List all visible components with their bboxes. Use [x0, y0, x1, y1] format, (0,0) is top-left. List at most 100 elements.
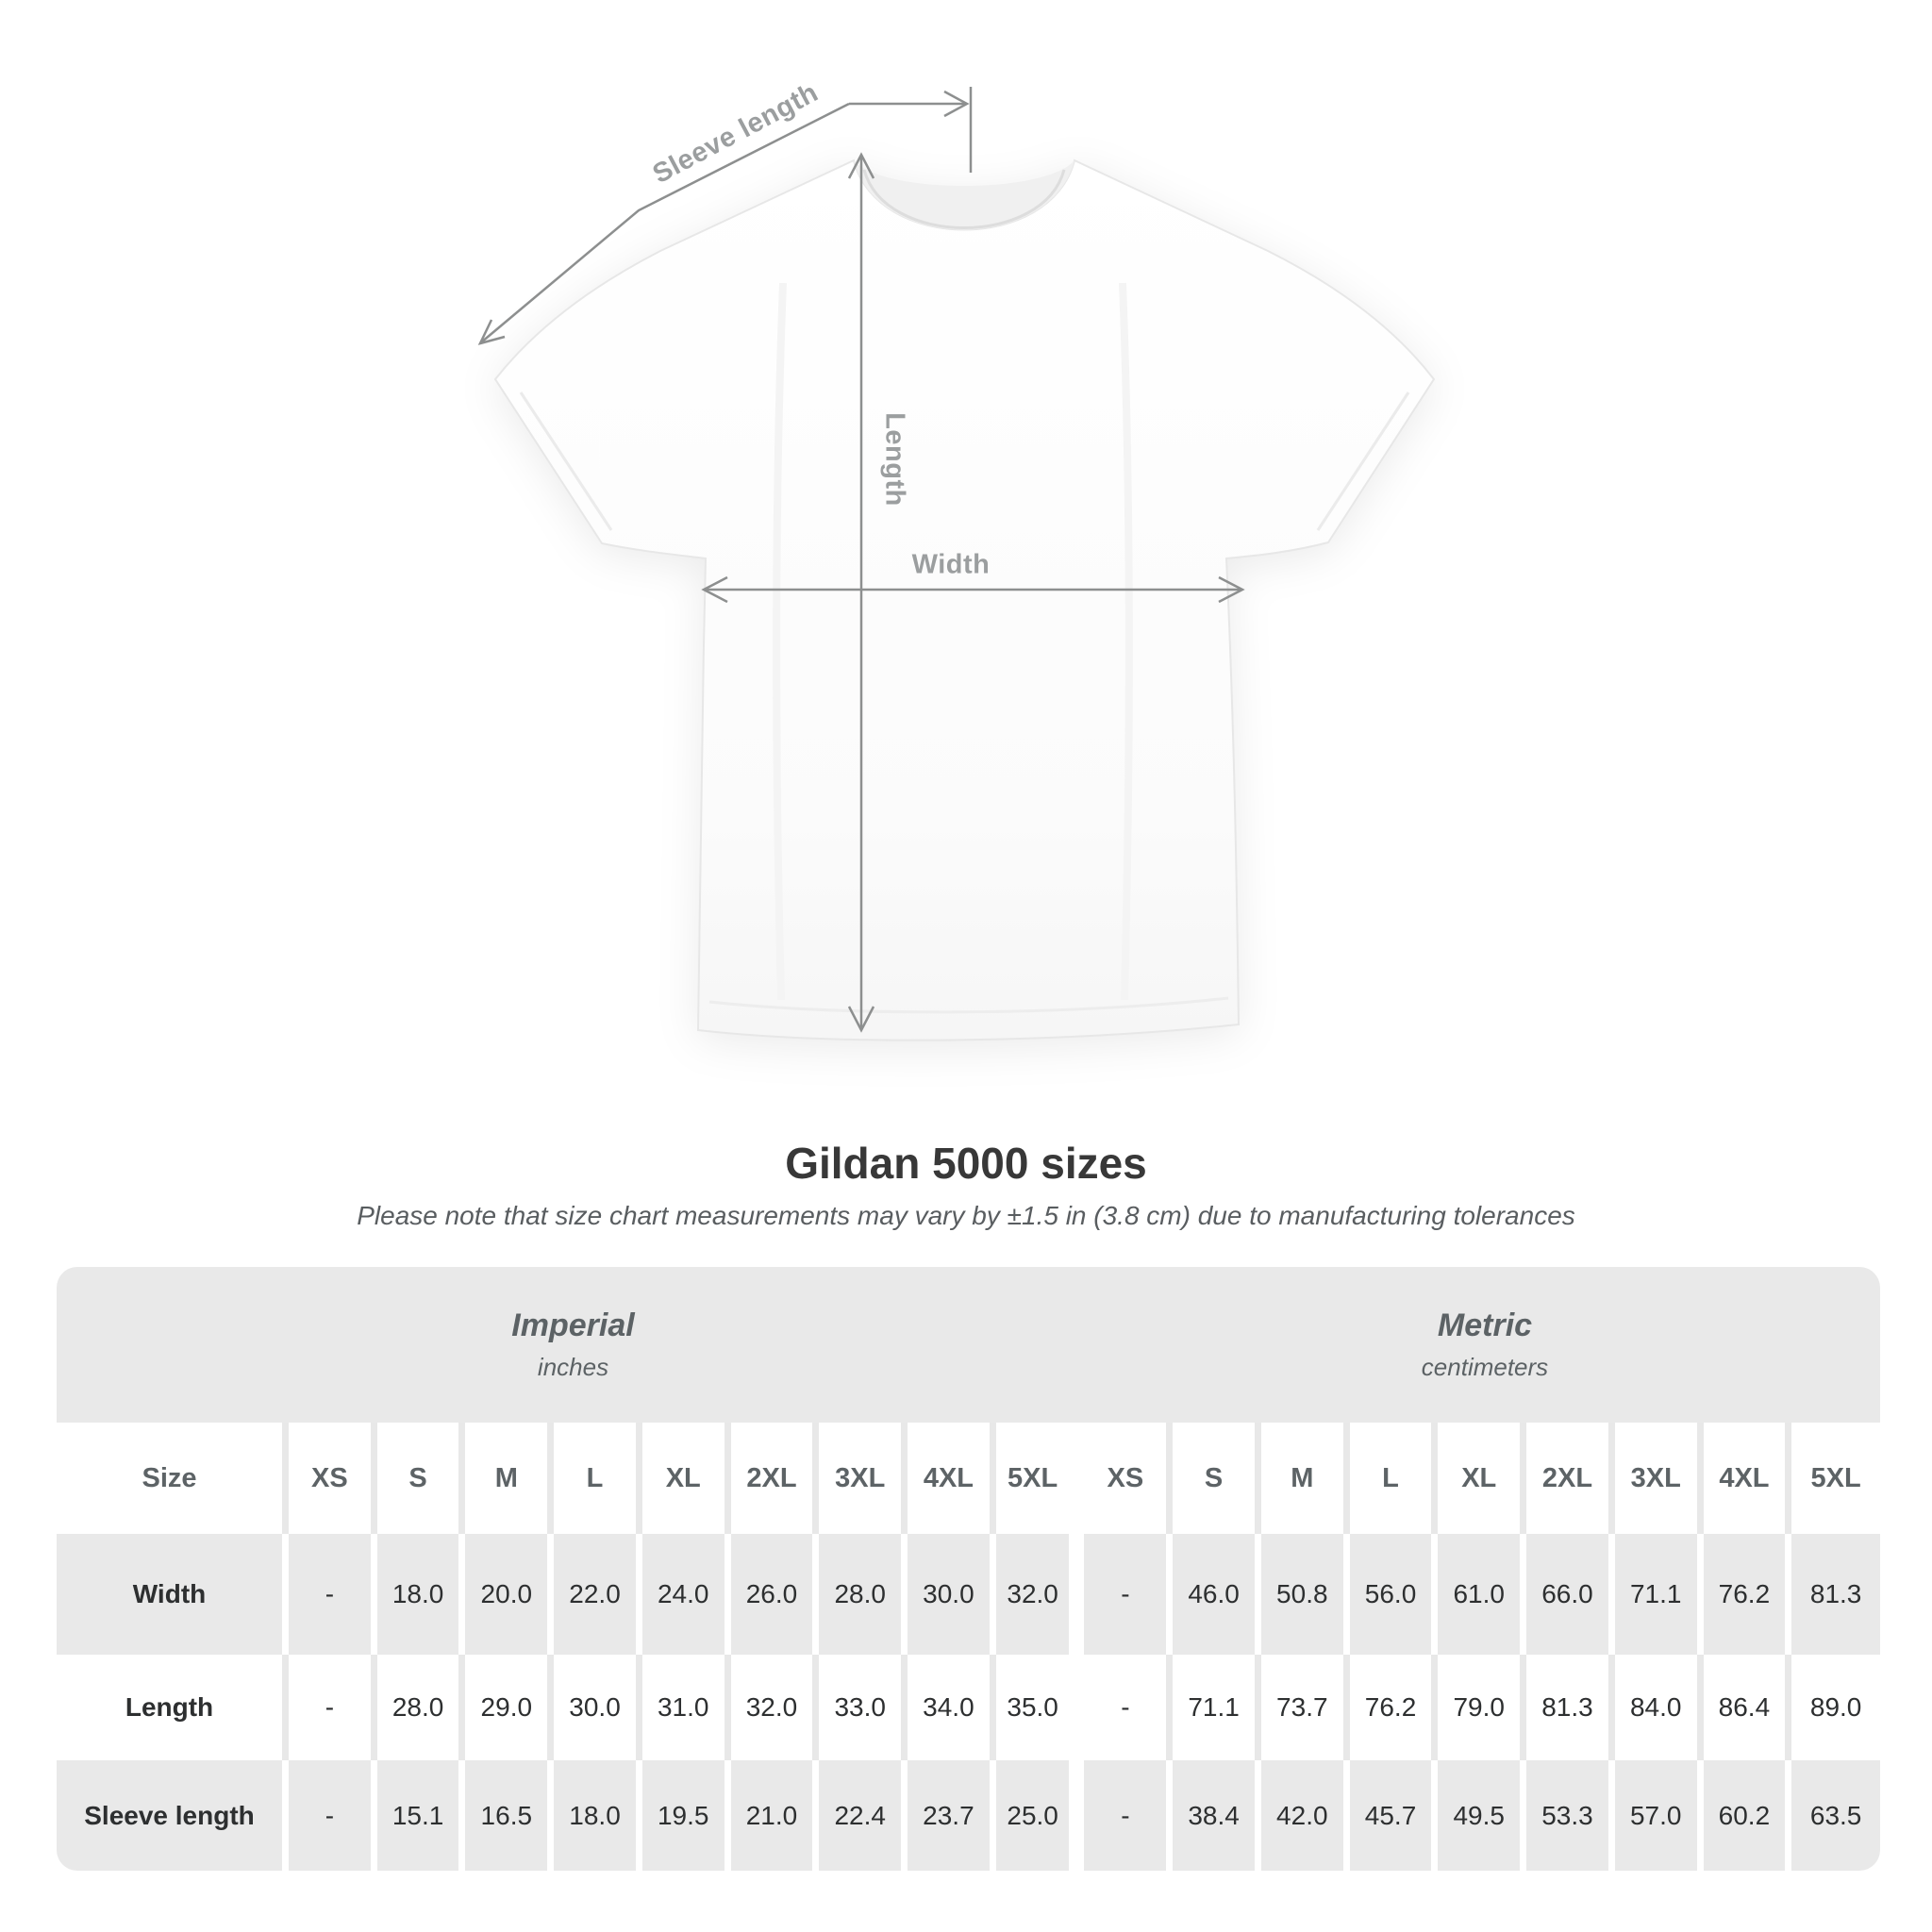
width-arrowhead-right: [1218, 575, 1245, 604]
value-cell: -: [1084, 1655, 1174, 1760]
unit-group-metric: Metric centimeters: [1090, 1267, 1880, 1423]
unit-band: Imperial inches Metric centimeters: [57, 1267, 1880, 1423]
length-arrowhead-top: [847, 152, 875, 179]
row-label: Length: [57, 1655, 289, 1760]
tolerance-note: Please note that size chart measurements…: [357, 1201, 1575, 1230]
sleeve-arrowhead-right: [943, 90, 970, 118]
table-row-width: Width - 18.0 20.0 22.0 24.0 26.0 28.0 30…: [57, 1534, 1880, 1655]
value-cell: 19.5: [642, 1760, 731, 1871]
value-cell: 30.0: [908, 1534, 996, 1655]
collar-rib-line: [862, 169, 1066, 229]
right-sleeve-stitch: [1316, 391, 1410, 531]
value-cell: 53.3: [1526, 1760, 1615, 1871]
tshirt-measurement-diagram: Sleeve length Length Width: [477, 77, 1436, 1041]
value-cell: 25.0: [996, 1760, 1085, 1871]
value-cell: 76.2: [1350, 1655, 1439, 1760]
value-cell: 18.0: [377, 1534, 466, 1655]
value-cell: 30.0: [554, 1655, 642, 1760]
metric-sublabel: centimeters: [1421, 1353, 1549, 1381]
value-cell: 18.0: [554, 1760, 642, 1871]
value-cell: 71.1: [1173, 1655, 1261, 1760]
value-cell: 22.4: [819, 1760, 908, 1871]
value-cell: 63.5: [1809, 1800, 1862, 1830]
unit-group-imperial: Imperial inches: [57, 1267, 1090, 1423]
value-cell: 32.0: [731, 1655, 820, 1760]
dimension-lines: [477, 87, 1245, 1033]
value-cell: 86.4: [1704, 1655, 1792, 1760]
value-cell: 76.2: [1704, 1534, 1792, 1655]
row-label: Sleeve length: [57, 1760, 289, 1871]
value-cell: 28.0: [819, 1534, 908, 1655]
value-cell: 29.0: [465, 1655, 555, 1760]
value-cell: 45.7: [1350, 1760, 1439, 1871]
size-chart-table: Imperial inches Metric centimeters Size …: [57, 1267, 1880, 1871]
sleeve-arrowhead-tip: [477, 319, 506, 345]
value-cell: 66.0: [1526, 1534, 1615, 1655]
value-cell: 22.0: [554, 1534, 642, 1655]
size-header-imperial: XS: [289, 1423, 377, 1534]
size-header-metric: M: [1261, 1423, 1350, 1534]
row-label: Width: [57, 1534, 289, 1655]
tshirt-graphic: [477, 87, 1436, 1041]
value-cell: 33.0: [819, 1655, 908, 1760]
value-cell: -: [289, 1534, 377, 1655]
size-header-metric: S: [1173, 1423, 1261, 1534]
size-header-imperial: XL: [642, 1423, 731, 1534]
value-cell: 89.0: [1809, 1692, 1862, 1722]
value-cell: 61.0: [1438, 1534, 1527, 1655]
sleeve-diagonal-line: [480, 102, 850, 343]
value-cell: 32.0: [996, 1534, 1085, 1655]
left-sleeve-stitch: [519, 391, 613, 531]
metric-label: Metric: [1437, 1307, 1533, 1343]
value-cell: 73.7: [1261, 1655, 1350, 1760]
size-header-metric: 5XL: [1810, 1462, 1861, 1493]
value-cell: 71.1: [1615, 1534, 1704, 1655]
value-cell: 50.8: [1261, 1534, 1350, 1655]
value-cell: 49.5: [1438, 1760, 1527, 1871]
value-cell: 84.0: [1615, 1655, 1704, 1760]
value-cell: 79.0: [1438, 1655, 1527, 1760]
size-header-metric: XL: [1438, 1423, 1527, 1534]
size-header-imperial: 5XL: [996, 1423, 1085, 1534]
value-cell: -: [289, 1760, 377, 1871]
value-cell: 24.0: [642, 1534, 731, 1655]
size-column-header: Size: [57, 1423, 289, 1534]
size-header-metric: 2XL: [1526, 1423, 1615, 1534]
imperial-label: Imperial: [511, 1307, 635, 1343]
value-cell: 28.0: [377, 1655, 466, 1760]
value-cell: -: [1084, 1760, 1174, 1871]
value-cell: 38.4: [1173, 1760, 1261, 1871]
value-cell: 20.0: [465, 1534, 555, 1655]
value-cell: 81.3: [1809, 1579, 1862, 1608]
table-row-sleeve-length: Sleeve length - 15.1 16.5 18.0 19.5 21.0…: [57, 1760, 1880, 1871]
value-cell: -: [289, 1655, 377, 1760]
value-cell: 15.1: [377, 1760, 466, 1871]
size-header-imperial: 3XL: [819, 1423, 908, 1534]
size-header-metric: 4XL: [1704, 1423, 1792, 1534]
table-row-length: Length - 28.0 29.0 30.0 31.0 32.0 33.0 3…: [57, 1655, 1880, 1760]
value-cell: 46.0: [1173, 1534, 1261, 1655]
imperial-sublabel: inches: [537, 1353, 609, 1381]
value-cell: 56.0: [1350, 1534, 1439, 1655]
length-arrowhead-bottom: [847, 1006, 875, 1033]
collar-opening: [854, 160, 1074, 230]
value-cell: 34.0: [908, 1655, 996, 1760]
length-label: Length: [879, 412, 910, 507]
size-header-imperial: S: [377, 1423, 466, 1534]
size-header-imperial: M: [465, 1423, 555, 1534]
value-cell: 60.2: [1704, 1760, 1792, 1871]
width-arrowhead-left: [701, 575, 728, 604]
value-cell: 16.5: [465, 1760, 555, 1871]
value-cell: 21.0: [731, 1760, 820, 1871]
value-cell: 31.0: [642, 1655, 731, 1760]
size-header-metric: 3XL: [1615, 1423, 1704, 1534]
value-cell: 42.0: [1261, 1760, 1350, 1871]
value-cell: 23.7: [908, 1760, 996, 1871]
value-cell: 26.0: [731, 1534, 820, 1655]
tshirt-silhouette: [493, 158, 1436, 1041]
fold-shading: [773, 282, 1133, 1001]
size-header-imperial: 2XL: [731, 1423, 820, 1534]
value-cell: 35.0: [996, 1655, 1085, 1760]
size-header-row: Size XS S M L XL 2XL 3XL 4XL 5XL XS S M …: [57, 1423, 1880, 1534]
width-label: Width: [911, 549, 991, 580]
